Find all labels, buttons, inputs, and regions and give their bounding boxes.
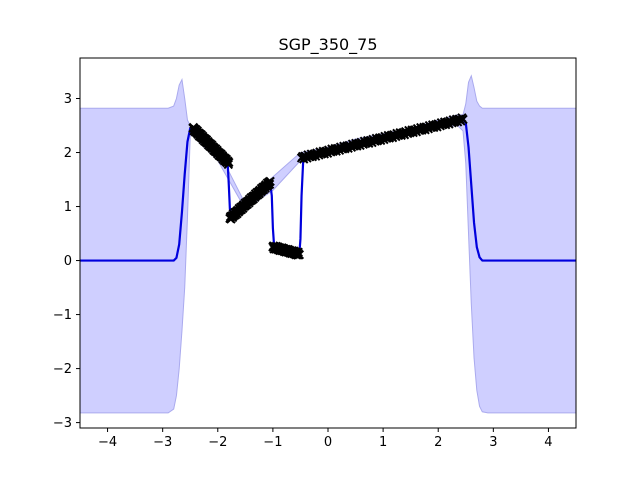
data-point [224, 157, 234, 168]
data-point [294, 249, 305, 260]
x-tick-label: 1 [379, 435, 387, 450]
x-tick-label: −2 [208, 435, 227, 450]
x-tick-label: 4 [544, 435, 552, 450]
chart-title: SGP_350_75 [278, 35, 377, 55]
x-tick-label: 0 [324, 435, 332, 450]
y-tick-label: 0 [64, 254, 72, 269]
y-tick-label: 2 [64, 146, 72, 161]
x-tick-label: −1 [263, 435, 282, 450]
data-point [223, 159, 234, 170]
data-point [458, 114, 468, 125]
axes: −4 −3 −2 −1 0 1 2 3 4 −3 −2 −1 0 1 2 3 [53, 57, 577, 450]
observation-group [296, 113, 468, 164]
x-tick-label: 2 [434, 435, 442, 450]
y-tick-label: 1 [64, 200, 72, 215]
observation-group [225, 176, 275, 224]
x-tick-label: −4 [98, 435, 117, 450]
y-tick-label: −2 [53, 362, 72, 377]
x-tick-label: −3 [153, 435, 172, 450]
data-point [264, 179, 275, 190]
y-tick-label: −3 [53, 416, 72, 431]
observation-group [268, 241, 305, 260]
observation-group [188, 122, 234, 170]
y-tick-label: −1 [53, 308, 72, 323]
plot-area [80, 74, 576, 414]
x-tick-label: 3 [489, 435, 497, 450]
y-tick-label: 3 [64, 92, 72, 107]
data-point [265, 176, 275, 187]
